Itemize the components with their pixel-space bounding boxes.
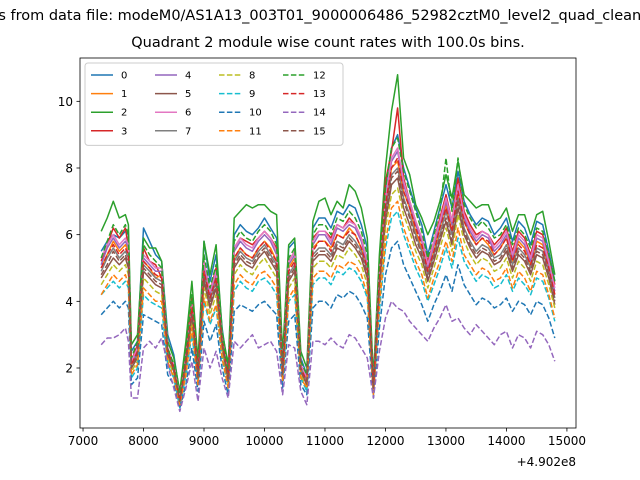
- y-tick-label: 4: [65, 295, 73, 309]
- y-tick-label: 6: [65, 228, 73, 242]
- series-line-10: [100, 240, 556, 409]
- x-tick-label: 12000: [366, 434, 404, 448]
- y-tick-label: 2: [65, 362, 73, 376]
- series-line-13: [100, 157, 556, 403]
- series-line-5: [100, 177, 556, 403]
- series-layer: [100, 73, 556, 413]
- x-tick-label: 13000: [427, 434, 465, 448]
- legend-label-12: 12: [313, 71, 326, 82]
- legend-label-5: 5: [185, 89, 191, 100]
- x-offset-label: +4.902e8: [517, 455, 576, 469]
- figure-suptitle: Plots from data file: modeM0/AS1A13_003T…: [0, 8, 640, 24]
- legend-label-10: 10: [249, 108, 262, 119]
- x-tick-label: 10000: [245, 434, 283, 448]
- legend-label-15: 15: [313, 126, 326, 137]
- x-tick-label: 14000: [487, 434, 525, 448]
- series-line-11: [100, 200, 556, 406]
- series-line-15: [100, 170, 556, 403]
- legend-label-7: 7: [185, 126, 191, 137]
- x-tick-label: 11000: [306, 434, 344, 448]
- legend-label-14: 14: [313, 108, 326, 119]
- x-tick-label: 9000: [189, 434, 220, 448]
- legend-label-2: 2: [121, 108, 127, 119]
- chart-title: Quadrant 2 module wise count rates with …: [131, 35, 525, 51]
- series-line-14: [100, 300, 556, 413]
- series-line-12: [100, 137, 556, 399]
- legend-label-13: 13: [313, 89, 326, 100]
- legend-label-1: 1: [121, 89, 127, 100]
- x-tick-label: 15000: [548, 434, 586, 448]
- legend-box: [84, 62, 344, 146]
- series-line-2: [100, 73, 556, 393]
- y-axis: 2 4 6 8 10: [58, 95, 80, 376]
- series-line-8: [100, 187, 556, 406]
- y-tick-label: 8: [65, 162, 73, 176]
- legend-label-3: 3: [121, 126, 127, 137]
- x-axis: 7000 8000 9000 10000 11000 12000 13000 14000 150…: [68, 428, 586, 448]
- y-tick-label: 10: [58, 95, 73, 109]
- x-tick-label: 7000: [68, 434, 99, 448]
- legend-label-8: 8: [249, 71, 255, 82]
- x-tick-label: 8000: [128, 434, 159, 448]
- series-line-0: [100, 133, 556, 396]
- legend-label-4: 4: [185, 71, 191, 82]
- axes-frame: [79, 57, 577, 429]
- legend-label-6: 6: [185, 108, 191, 119]
- legend-label-11: 11: [249, 126, 262, 137]
- legend-label-9: 9: [249, 89, 255, 100]
- legend-label-0: 0: [121, 71, 127, 82]
